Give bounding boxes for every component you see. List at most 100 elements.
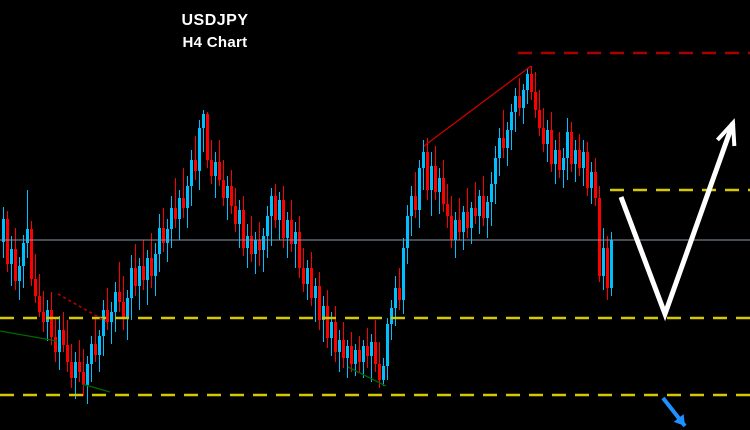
falling-trendline-green-upper (0, 330, 58, 342)
candlestick (102, 300, 105, 356)
candle-body (530, 74, 533, 92)
candlestick (186, 176, 189, 228)
candle-body (258, 240, 261, 250)
candle-body (422, 152, 425, 168)
candlestick (146, 250, 149, 305)
candle-body (522, 90, 525, 108)
candlestick (538, 90, 541, 136)
candle-body (282, 200, 285, 238)
candlestick (330, 312, 333, 356)
candlestick (174, 178, 177, 228)
candle-body (378, 364, 381, 380)
candle-body (554, 150, 557, 164)
candlestick (78, 340, 81, 382)
candlestick (274, 184, 277, 228)
candlestick (510, 104, 513, 150)
candle-body (346, 346, 349, 358)
candlestick (202, 110, 205, 152)
candle-body (74, 362, 77, 378)
candle-body (18, 266, 21, 281)
candlestick (94, 318, 97, 362)
candle-body (518, 96, 521, 108)
annotations-layer (0, 51, 750, 428)
candlestick (378, 342, 381, 388)
candlestick (294, 222, 297, 268)
candlestick (14, 228, 17, 290)
candle-body (610, 240, 613, 288)
candle-body (534, 92, 537, 110)
candlestick (182, 168, 185, 218)
candlestick (382, 358, 385, 386)
candlestick (610, 232, 613, 296)
candle-body (562, 158, 565, 170)
candlestick (590, 162, 593, 204)
candlestick (594, 158, 597, 206)
candlestick (446, 184, 449, 228)
candle-body (30, 229, 33, 279)
candle-body (242, 210, 245, 248)
candlestick (178, 190, 181, 240)
candle-body (514, 96, 517, 112)
candle-body (110, 312, 113, 322)
candlestick (606, 236, 609, 300)
candle-body (78, 362, 81, 372)
candlestick (74, 352, 77, 399)
candlestick (258, 222, 261, 266)
candlestick (70, 344, 73, 388)
candlestick (366, 328, 369, 368)
candle-body (442, 178, 445, 204)
candle-body (102, 310, 105, 336)
candle-body (94, 344, 97, 355)
candle-body (26, 229, 29, 243)
candlestick (250, 216, 253, 262)
candlestick (290, 200, 293, 252)
candlestick (514, 88, 517, 132)
candle-body (214, 162, 217, 176)
candlestick (402, 238, 405, 314)
candlestick (370, 334, 373, 382)
candlestick (486, 196, 489, 238)
candle-body (38, 296, 41, 312)
candle-body (98, 336, 101, 355)
candle-body (374, 342, 377, 364)
candle-body (586, 152, 589, 188)
candlestick (478, 190, 481, 234)
candle-body (510, 112, 513, 130)
candlestick (194, 136, 197, 180)
candle-body (238, 210, 241, 224)
candlestick (82, 349, 85, 396)
candlestick (226, 176, 229, 220)
candlestick (218, 140, 221, 186)
bearish-projection-arrow-head (673, 414, 685, 426)
candle-body (322, 306, 325, 320)
candle-body (394, 288, 397, 308)
candle-body (226, 186, 229, 198)
candle-body (254, 240, 257, 254)
candlestick (42, 291, 45, 332)
candle-body (482, 196, 485, 218)
candle-body (294, 232, 297, 244)
candle-body (302, 268, 305, 284)
candle-body (362, 346, 365, 362)
candlestick (574, 140, 577, 182)
candle-body (574, 150, 577, 164)
candlestick (98, 330, 101, 372)
candle-body (218, 162, 221, 180)
candlestick (358, 336, 361, 372)
candlestick (170, 196, 173, 248)
candlestick (350, 332, 353, 372)
candlestick (266, 206, 269, 258)
falling-trendline-green-lower (81, 383, 111, 393)
candle-body (402, 248, 405, 300)
candlestick (26, 190, 29, 258)
candle-body (446, 204, 449, 216)
candlestick (298, 216, 301, 278)
candle-body (342, 340, 345, 358)
candle-body (314, 286, 317, 298)
bullish-projection-arrow (618, 122, 736, 322)
candlestick (414, 172, 417, 218)
candle-body (150, 258, 153, 276)
candlestick (562, 148, 565, 188)
